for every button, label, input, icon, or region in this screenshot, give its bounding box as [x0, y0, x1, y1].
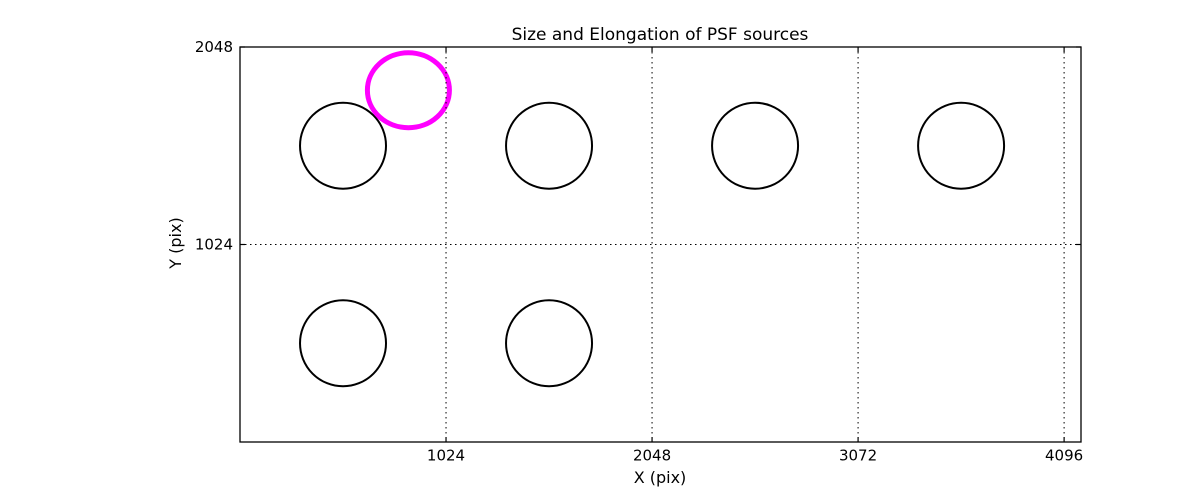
- y-tick-label: 1024: [195, 236, 233, 254]
- tick-layer: [240, 46, 1081, 442]
- psf-sources-marker: [505, 299, 594, 388]
- x-axis-label: X (pix): [634, 468, 687, 487]
- marker-layer: [299, 50, 1006, 388]
- psf-sources-marker: [299, 101, 388, 190]
- y-axis-label: Y (pix): [166, 217, 185, 269]
- psf-sources-marker: [505, 101, 594, 190]
- chart-title: Size and Elongation of PSF sources: [512, 25, 809, 45]
- x-tick-label: 3072: [839, 447, 877, 465]
- psf-sources-marker: [917, 101, 1006, 190]
- x-tick-label: 2048: [633, 447, 671, 465]
- elongated-source-marker: [364, 50, 452, 131]
- x-tick-label: 4096: [1045, 447, 1083, 465]
- grid-layer: [240, 46, 1081, 442]
- psf-sources-marker: [711, 101, 800, 190]
- y-tick-label: 2048: [195, 38, 233, 56]
- psf-sources-marker: [299, 299, 388, 388]
- ticklabel-layer: 1024 2048 3072 4096 1024 2048: [195, 38, 1083, 465]
- x-tick-label: 1024: [427, 447, 465, 465]
